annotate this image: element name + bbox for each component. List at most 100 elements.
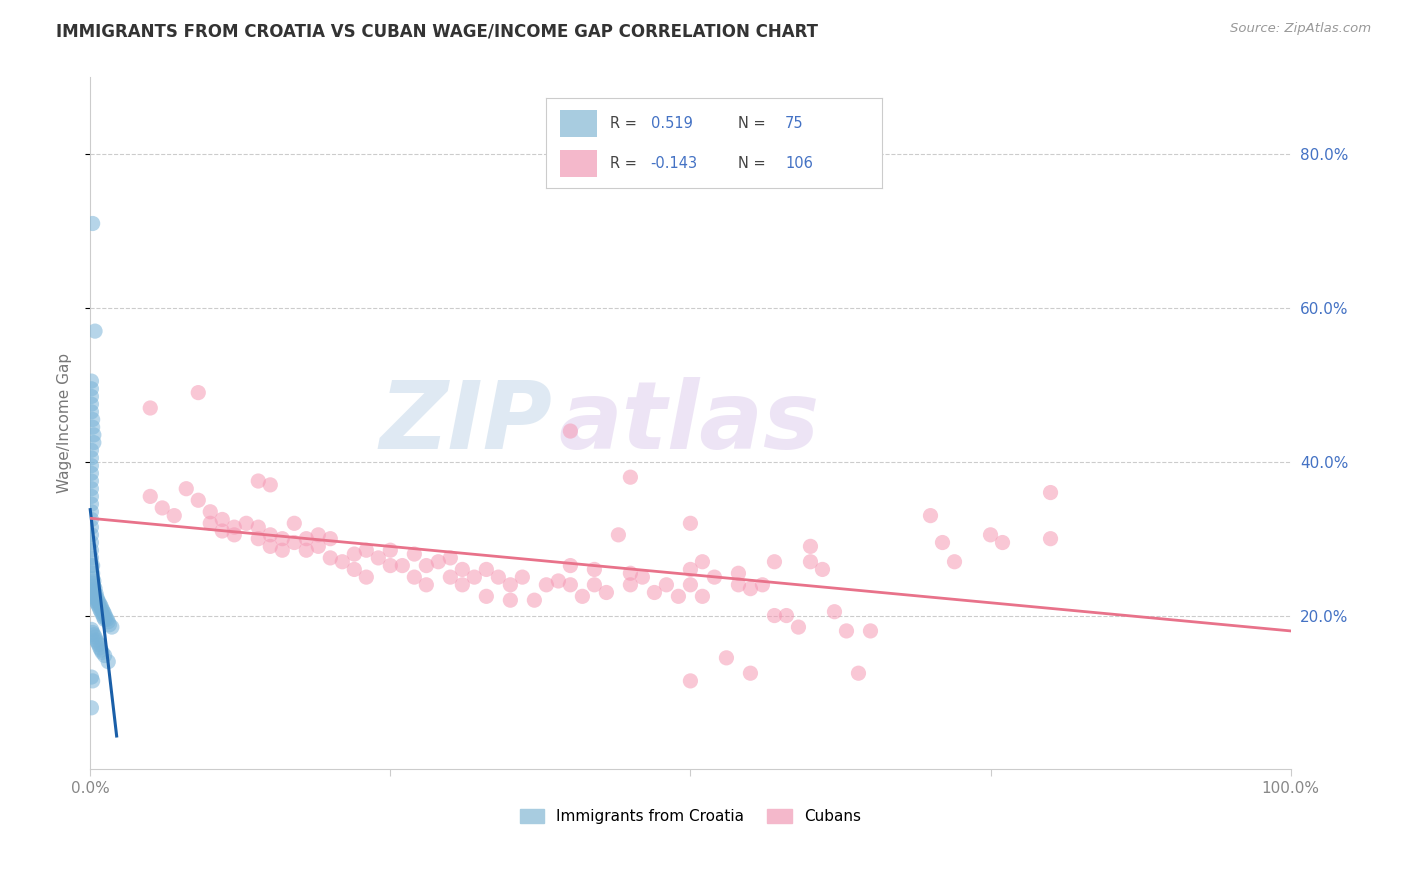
Point [380, 558, 402, 573]
Point [86, 597, 108, 611]
Point [83, 584, 105, 599]
Point [80, 497, 103, 511]
Point [93, 607, 115, 621]
Point [80, 458, 103, 473]
Point [91, 607, 114, 621]
Point [740, 582, 762, 596]
Point [356, 570, 378, 584]
Point [163, 508, 186, 523]
Point [80, 443, 103, 458]
Point [799, 555, 821, 569]
Point [84, 633, 107, 648]
Point [90, 643, 112, 657]
Point [499, 578, 522, 592]
Point [247, 520, 270, 534]
Point [404, 547, 426, 561]
Point [319, 532, 342, 546]
Point [835, 624, 858, 638]
Text: Source: ZipAtlas.com: Source: ZipAtlas.com [1230, 22, 1371, 36]
Point [93, 648, 115, 663]
Point [84, 587, 107, 601]
Point [101, 620, 124, 634]
Point [775, 608, 797, 623]
Point [486, 570, 509, 584]
Point [679, 562, 702, 576]
Point [716, 650, 738, 665]
Point [139, 401, 162, 415]
Point [84, 630, 107, 644]
Point [90, 599, 112, 614]
Point [367, 550, 389, 565]
Point [84, 591, 107, 606]
Point [619, 470, 641, 484]
Point [692, 555, 714, 569]
Point [848, 666, 870, 681]
Point [307, 528, 329, 542]
Point [259, 478, 281, 492]
Point [82, 217, 104, 231]
Point [1039, 485, 1062, 500]
Point [560, 424, 582, 438]
Point [98, 617, 121, 632]
Point [80, 474, 103, 488]
Point [80, 528, 103, 542]
Point [679, 578, 702, 592]
Point [84, 591, 107, 606]
Point [523, 593, 546, 607]
Point [200, 516, 222, 531]
Point [415, 558, 437, 573]
Point [583, 562, 606, 576]
Point [83, 428, 105, 442]
Point [643, 585, 665, 599]
Point [931, 535, 953, 549]
Point [83, 574, 105, 588]
Point [571, 590, 593, 604]
Point [80, 382, 103, 396]
Point [235, 516, 257, 531]
Point [97, 655, 120, 669]
Point [83, 579, 105, 593]
Point [271, 543, 294, 558]
Point [86, 591, 108, 606]
Text: ZIP: ZIP [380, 377, 553, 469]
Point [80, 490, 103, 504]
Point [80, 670, 103, 684]
Point [727, 578, 749, 592]
Point [499, 593, 522, 607]
Point [80, 397, 103, 411]
Point [583, 578, 606, 592]
Point [174, 482, 197, 496]
Point [83, 628, 105, 642]
Point [475, 590, 498, 604]
Point [80, 374, 103, 388]
Point [799, 540, 821, 554]
Point [93, 612, 115, 626]
Point [80, 389, 103, 403]
Point [80, 505, 103, 519]
Point [319, 550, 342, 565]
Point [692, 590, 714, 604]
Point [80, 701, 103, 715]
Point [84, 587, 107, 601]
Point [87, 595, 110, 609]
Text: atlas: atlas [558, 377, 820, 469]
Point [91, 602, 114, 616]
Point [80, 543, 103, 558]
Point [391, 558, 413, 573]
Point [90, 605, 112, 619]
Point [427, 555, 450, 569]
Point [80, 520, 103, 534]
Point [80, 550, 103, 565]
Point [307, 540, 329, 554]
Point [89, 640, 111, 655]
Point [93, 610, 115, 624]
Y-axis label: Wage/Income Gap: Wage/Income Gap [58, 353, 72, 493]
Point [82, 566, 104, 581]
Point [94, 610, 117, 624]
Point [619, 578, 641, 592]
Point [404, 570, 426, 584]
Point [80, 623, 103, 637]
Point [811, 562, 834, 576]
Point [439, 570, 461, 584]
Point [740, 666, 762, 681]
